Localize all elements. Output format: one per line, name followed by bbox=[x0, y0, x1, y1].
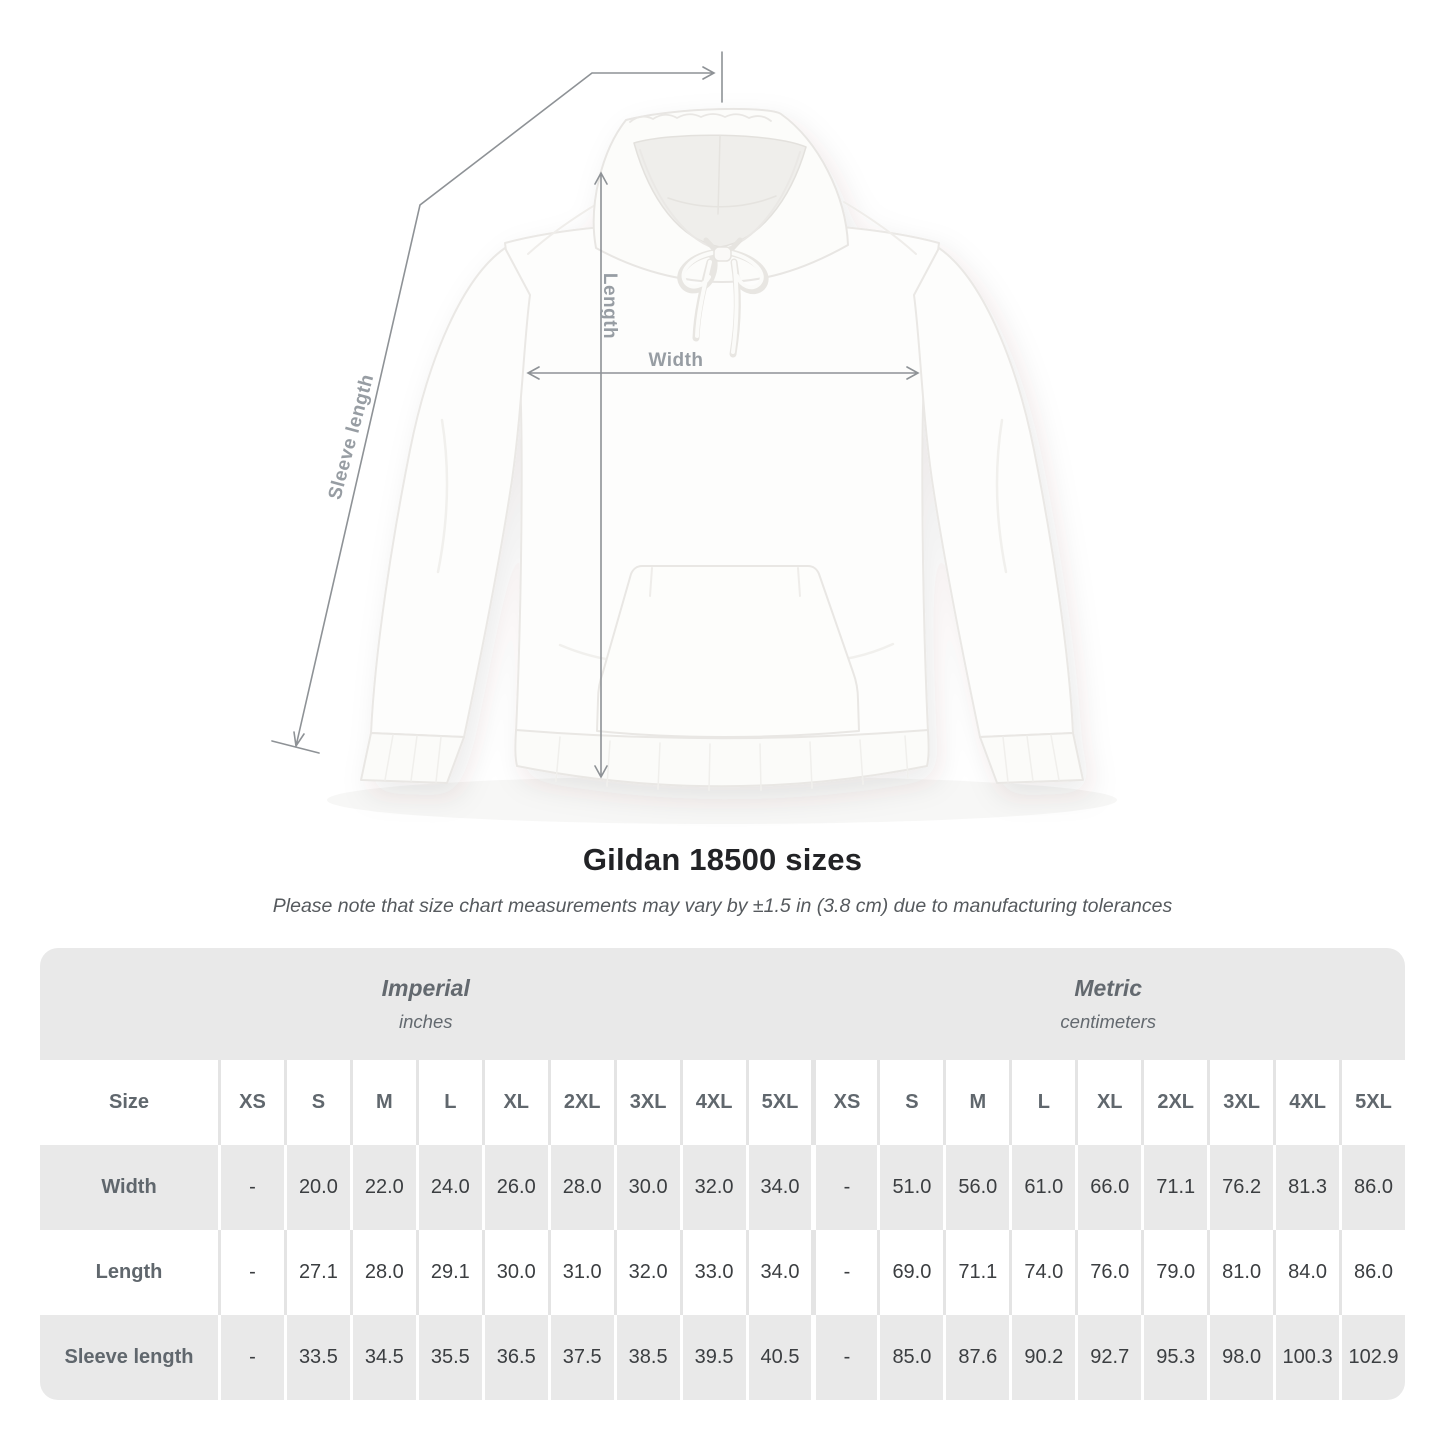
unit-group-name: Imperial bbox=[381, 975, 470, 1001]
size-header: M bbox=[349, 1060, 416, 1145]
size-table: Imperial inches Metric centimeters Size … bbox=[40, 948, 1405, 1400]
value-cell: 90.2 bbox=[1009, 1315, 1076, 1400]
value-cell: - bbox=[218, 1145, 284, 1230]
width-arrow bbox=[526, 366, 920, 380]
unit-group-unit: centimeters bbox=[1060, 1011, 1157, 1032]
value-cell: 26.0 bbox=[481, 1145, 548, 1230]
value-cell: 28.0 bbox=[547, 1145, 614, 1230]
value-cell: 24.0 bbox=[415, 1145, 482, 1230]
value-cell: 27.1 bbox=[283, 1230, 350, 1315]
size-header: XS bbox=[218, 1060, 284, 1145]
value-cell: 30.0 bbox=[481, 1230, 548, 1315]
value-cell: 69.0 bbox=[877, 1230, 944, 1315]
unit-group-unit: inches bbox=[399, 1011, 453, 1032]
value-cell: 51.0 bbox=[877, 1145, 944, 1230]
value-cell: 39.5 bbox=[679, 1315, 746, 1400]
value-cell: 56.0 bbox=[943, 1145, 1010, 1230]
size-header: XL bbox=[1075, 1060, 1142, 1145]
value-cell: 20.0 bbox=[283, 1145, 350, 1230]
value-cell: 98.0 bbox=[1207, 1315, 1274, 1400]
hoodie-diagram-svg: Length Width Sleeve length bbox=[271, 51, 1117, 824]
size-header: 5XL bbox=[1339, 1060, 1405, 1145]
hoodie-floor-shadow bbox=[327, 776, 1117, 824]
value-cell: 35.5 bbox=[415, 1315, 482, 1400]
value-cell: 30.0 bbox=[613, 1145, 680, 1230]
value-cell: 32.0 bbox=[679, 1145, 746, 1230]
value-cell: 92.7 bbox=[1075, 1315, 1142, 1400]
hoodie-measurement-diagram: Length Width Sleeve length bbox=[271, 51, 1117, 824]
value-cell: 87.6 bbox=[943, 1315, 1010, 1400]
value-cell: 76.0 bbox=[1075, 1230, 1142, 1315]
value-cell: 33.5 bbox=[283, 1315, 350, 1400]
row-label-length: Length bbox=[40, 1230, 218, 1315]
value-cell: 34.5 bbox=[349, 1315, 416, 1400]
size-header: L bbox=[1009, 1060, 1076, 1145]
value-cell: 84.0 bbox=[1273, 1230, 1340, 1315]
value-cell: 76.2 bbox=[1207, 1145, 1274, 1230]
value-cell: 71.1 bbox=[1141, 1145, 1208, 1230]
width-label: Width bbox=[648, 350, 703, 371]
value-cell: - bbox=[811, 1230, 878, 1315]
value-cell: - bbox=[218, 1315, 284, 1400]
value-cell: 40.5 bbox=[745, 1315, 812, 1400]
size-col-header: Size bbox=[40, 1060, 218, 1145]
unit-group-imperial: Imperial inches bbox=[40, 948, 812, 1060]
value-cell: 86.0 bbox=[1339, 1230, 1405, 1315]
value-cell: 74.0 bbox=[1009, 1230, 1076, 1315]
value-cell: 100.3 bbox=[1273, 1315, 1340, 1400]
value-cell: 34.0 bbox=[745, 1230, 812, 1315]
size-header: S bbox=[877, 1060, 944, 1145]
value-cell: 79.0 bbox=[1141, 1230, 1208, 1315]
value-cell: 81.3 bbox=[1273, 1145, 1340, 1230]
length-label: Length bbox=[599, 273, 620, 339]
size-header: 2XL bbox=[1141, 1060, 1208, 1145]
value-cell: - bbox=[811, 1315, 878, 1400]
page-title: Gildan 18500 sizes bbox=[582, 842, 863, 877]
value-cell: 66.0 bbox=[1075, 1145, 1142, 1230]
value-cell: 61.0 bbox=[1009, 1145, 1076, 1230]
tolerance-note: Please note that size chart measurements… bbox=[272, 895, 1173, 917]
row-label-width: Width bbox=[40, 1145, 218, 1230]
size-header: 5XL bbox=[745, 1060, 812, 1145]
unit-group-name: Metric bbox=[1074, 975, 1143, 1001]
length-arrow bbox=[594, 171, 608, 779]
value-cell: 81.0 bbox=[1207, 1230, 1274, 1315]
hoodie-image bbox=[360, 107, 1084, 791]
size-header: L bbox=[415, 1060, 482, 1145]
value-cell: - bbox=[811, 1145, 878, 1230]
value-cell: 85.0 bbox=[877, 1315, 944, 1400]
value-cell: 36.5 bbox=[481, 1315, 548, 1400]
size-header: 3XL bbox=[613, 1060, 680, 1145]
size-header: 3XL bbox=[1207, 1060, 1274, 1145]
value-cell: - bbox=[218, 1230, 284, 1315]
value-cell: 34.0 bbox=[745, 1145, 812, 1230]
measurement-lines bbox=[271, 51, 920, 779]
value-cell: 28.0 bbox=[349, 1230, 416, 1315]
value-cell: 95.3 bbox=[1141, 1315, 1208, 1400]
value-cell: 29.1 bbox=[415, 1230, 482, 1315]
value-cell: 31.0 bbox=[547, 1230, 614, 1315]
value-cell: 102.9 bbox=[1339, 1315, 1405, 1400]
size-header: 4XL bbox=[679, 1060, 746, 1145]
sleeve-length-label: Sleeve length bbox=[325, 372, 379, 502]
unit-group-metric: Metric centimeters bbox=[811, 948, 1405, 1060]
value-cell: 33.0 bbox=[679, 1230, 746, 1315]
value-cell: 86.0 bbox=[1339, 1145, 1405, 1230]
size-header: M bbox=[943, 1060, 1010, 1145]
value-cell: 32.0 bbox=[613, 1230, 680, 1315]
size-header: 2XL bbox=[547, 1060, 614, 1145]
value-cell: 22.0 bbox=[349, 1145, 416, 1230]
size-header: XS bbox=[811, 1060, 878, 1145]
size-header: XL bbox=[481, 1060, 548, 1145]
value-cell: 71.1 bbox=[943, 1230, 1010, 1315]
size-header: 4XL bbox=[1273, 1060, 1340, 1145]
value-cell: 38.5 bbox=[613, 1315, 680, 1400]
size-header: S bbox=[283, 1060, 350, 1145]
row-label-sleeve-length: Sleeve length bbox=[40, 1315, 218, 1400]
sleeve-length-arrow bbox=[271, 51, 723, 754]
value-cell: 37.5 bbox=[547, 1315, 614, 1400]
